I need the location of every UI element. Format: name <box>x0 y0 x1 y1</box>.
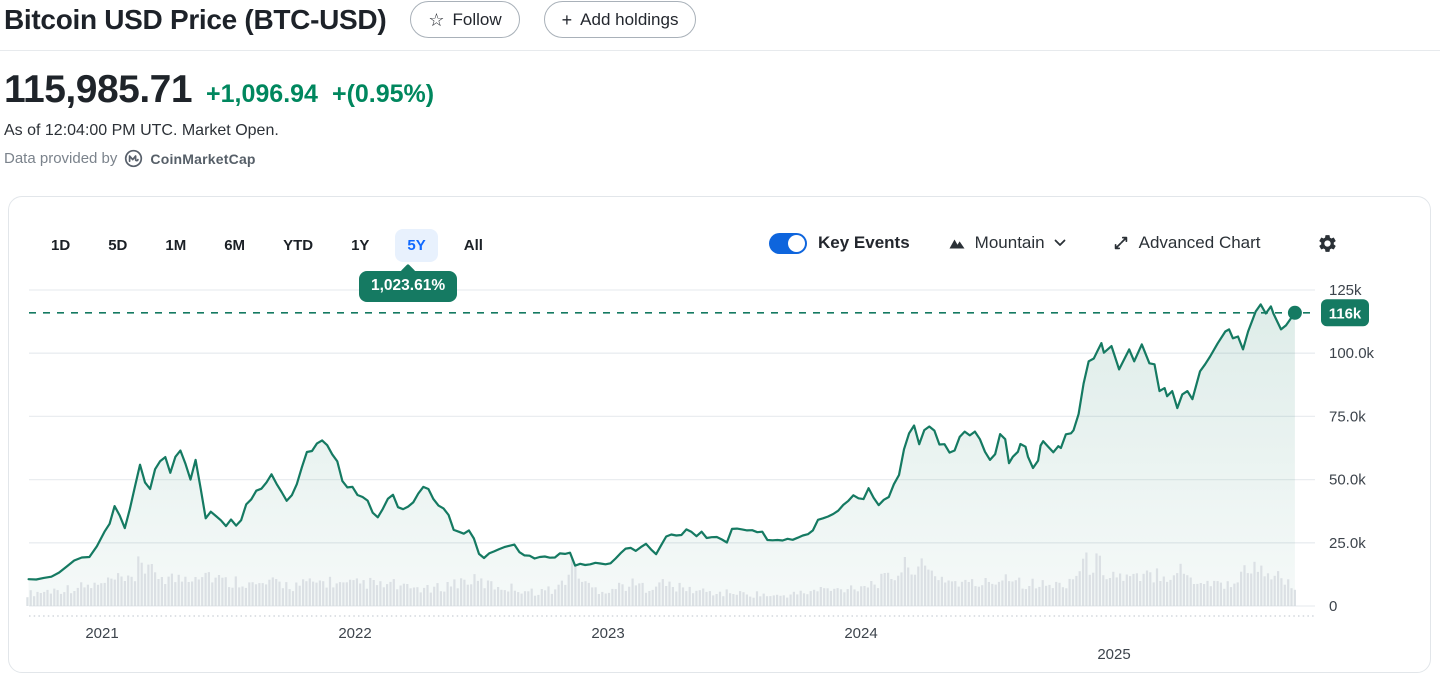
advanced-chart-label: Advanced Chart <box>1138 233 1261 252</box>
current-price-dot <box>1287 305 1302 320</box>
svg-text:50.0k: 50.0k <box>1329 472 1366 489</box>
current-price: 115,985.71 <box>4 68 193 111</box>
gear-icon[interactable] <box>1317 233 1338 254</box>
price-chart[interactable]: 125k 100.0k 75.0k 50.0k 25.0k 0 116k 2021 2022 20… <box>9 197 1430 672</box>
key-events-label: Key Events <box>818 233 910 252</box>
chevron-down-icon <box>1054 239 1066 246</box>
quote-header: Bitcoin USD Price (BTC-USD) ☆ Follow + A… <box>0 0 1440 186</box>
chart-card: 1D 5D 1M 6M YTD 1Y 5Y All Key Events Mountain A… <box>8 196 1431 673</box>
svg-text:100.0k: 100.0k <box>1329 345 1375 362</box>
svg-text:2025: 2025 <box>1097 646 1130 663</box>
follow-button[interactable]: ☆ Follow <box>410 1 520 38</box>
svg-text:2023: 2023 <box>591 625 624 642</box>
provider-name[interactable]: CoinMarketCap <box>150 150 256 167</box>
price-change: +1,096.94 <box>206 80 318 108</box>
range-tab-ytd[interactable]: YTD <box>271 229 325 262</box>
chart-type-label: Mountain <box>974 233 1045 252</box>
svg-text:25.0k: 25.0k <box>1329 535 1366 552</box>
key-events-toggle[interactable] <box>769 232 807 254</box>
range-tab-5y[interactable]: 5Y <box>395 229 438 262</box>
svg-text:2024: 2024 <box>844 625 877 642</box>
svg-text:116k: 116k <box>1329 305 1362 322</box>
add-holdings-button[interactable]: + Add holdings <box>543 1 697 38</box>
expand-icon <box>1114 236 1127 250</box>
svg-text:2021: 2021 <box>85 625 118 642</box>
range-tab-all[interactable]: All <box>452 229 495 262</box>
range-tab-1m[interactable]: 1M <box>153 229 198 262</box>
price-change-percent: +(0.95%) <box>331 80 435 108</box>
toggle-knob <box>788 234 805 252</box>
price-area <box>28 304 1295 606</box>
range-tab-1d[interactable]: 1D <box>39 229 82 262</box>
chart-type-selector[interactable]: Mountain <box>948 233 1066 253</box>
advanced-chart-button[interactable]: Advanced Chart <box>1112 233 1261 253</box>
range-tab-6m[interactable]: 6M <box>212 229 257 262</box>
range-tabs: 1D 5D 1M 6M YTD 1Y 5Y All <box>39 229 495 262</box>
coinmarketcap-logo-icon <box>125 149 143 168</box>
range-tab-5d[interactable]: 5D <box>96 229 139 262</box>
provider-prefix: Data provided by <box>4 150 118 167</box>
svg-text:125k: 125k <box>1329 282 1362 299</box>
header-divider <box>0 50 1440 51</box>
svg-text:0: 0 <box>1329 598 1337 615</box>
add-holdings-label: Add holdings <box>580 9 679 29</box>
svg-text:75.0k: 75.0k <box>1329 408 1366 425</box>
page-title: Bitcoin USD Price (BTC-USD) <box>4 3 387 35</box>
svg-text:2022: 2022 <box>338 625 371 642</box>
volume-bars <box>26 552 1296 606</box>
range-return-tooltip: 1,023.61% <box>359 271 458 302</box>
follow-button-label: Follow <box>452 9 502 29</box>
current-price-badge <box>1321 299 1369 327</box>
price-line <box>27 303 1296 581</box>
mountain-icon <box>949 239 965 249</box>
as-of-text: As of 12:04:00 PM UTC. Market Open. <box>4 122 279 139</box>
range-tab-1y[interactable]: 1Y <box>339 229 381 262</box>
plus-icon: + <box>561 9 573 30</box>
star-icon: ☆ <box>428 9 445 30</box>
chart-controls: Key Events Mountain Advanced Chart <box>769 224 1338 262</box>
